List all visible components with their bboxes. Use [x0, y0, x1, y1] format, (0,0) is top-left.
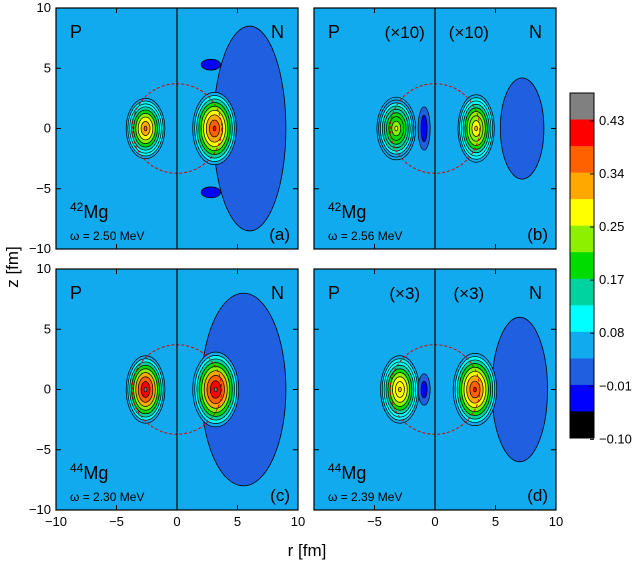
panel-b: P N (×10) (×10) 42Mg ω = 2.56 MeV (b)	[313, 7, 557, 250]
panel-tag: (a)	[269, 225, 290, 244]
y-axis-title: z [fm]	[3, 246, 22, 288]
proton-scale-factor: (×3)	[389, 284, 420, 303]
colorbar-segment	[570, 252, 594, 280]
neutron-scale-factor: (×3)	[454, 284, 485, 303]
panel-c: P N 44Mg ω = 2.30 MeV (c)	[55, 268, 299, 511]
proton-contour	[394, 125, 399, 132]
x-axis-title: r [fm]	[288, 541, 327, 560]
panel-tag: (d)	[527, 486, 548, 505]
y-tick-label: −10	[29, 502, 51, 517]
nucleus-label: 42Mg	[70, 200, 108, 222]
x-tick-label: 10	[549, 514, 563, 529]
panel-tag: (c)	[270, 486, 290, 505]
colorbar-label: 0.43	[599, 113, 624, 128]
neutron-contour	[212, 125, 217, 132]
negative-lobe	[200, 186, 221, 199]
proton-label: P	[328, 22, 340, 42]
proton-contour	[143, 125, 148, 132]
colorbar-label: 0.17	[599, 272, 624, 287]
colorbar-label: −0.01	[599, 378, 632, 393]
colorbar-segment	[570, 331, 594, 359]
colorbar-segment	[570, 384, 594, 412]
proton-contour	[143, 386, 148, 393]
negative-lobe	[200, 58, 221, 71]
y-tick-label: −10	[29, 241, 51, 256]
colorbar-segment	[570, 172, 594, 200]
colorbar-segment	[570, 93, 594, 121]
neutron-label: N	[271, 283, 284, 303]
colorbar-label: 0.25	[599, 219, 624, 234]
x-tick-label: −10	[45, 514, 67, 529]
proton-contour	[398, 386, 402, 393]
y-tick-label: 10	[37, 0, 51, 15]
colorbar-segment	[570, 411, 594, 439]
x-tick-label: −5	[109, 514, 124, 529]
colorbar-segment	[570, 358, 594, 386]
y-tick-label: 5	[44, 321, 51, 336]
y-tick-label: 10	[37, 261, 51, 276]
colorbar-label: 0.34	[599, 166, 624, 181]
colorbar-frame	[569, 92, 595, 439]
neutron-halo	[491, 316, 548, 463]
neutron-contour	[473, 386, 477, 393]
x-tick-label: 0	[173, 514, 180, 529]
negative-core	[420, 114, 428, 143]
x-tick-label: −5	[367, 514, 382, 529]
nucleus-label: 44Mg	[70, 461, 108, 483]
y-tick-label: 5	[44, 60, 51, 75]
colorbar-label: 0.08	[599, 325, 624, 340]
frequency-label: ω = 2.50 MeV	[70, 229, 144, 243]
frequency-label: ω = 2.39 MeV	[328, 490, 402, 504]
colorbar-segment	[570, 225, 594, 253]
y-tick-label: −5	[36, 181, 51, 196]
panel-tag: (b)	[527, 225, 548, 244]
proton-scale-factor: (×10)	[385, 23, 425, 42]
proton-label: P	[70, 22, 82, 42]
neutron-label: N	[529, 22, 542, 42]
colorbar-segment	[570, 199, 594, 227]
neutron-contour	[213, 386, 218, 393]
neutron-scale-factor: (×10)	[449, 23, 489, 42]
panels: P N 42Mg ω = 2.50 MeV (a) P N (×10) (×10) 42Mg ω =…	[55, 7, 557, 511]
neutron-contour	[474, 125, 478, 132]
frequency-label: ω = 2.30 MeV	[70, 490, 144, 504]
colorbar-segment	[570, 305, 594, 333]
colorbar-segment	[570, 278, 594, 306]
negative-core	[420, 380, 428, 399]
neutron-halo	[499, 77, 545, 180]
colorbar-label: −0.10	[599, 431, 632, 446]
frequency-label: ω = 2.56 MeV	[328, 229, 402, 243]
colorbar: 0.43 0.34 0.25 0.17 0.08 −0.01 −0.10	[569, 92, 632, 446]
nucleus-label: 44Mg	[328, 461, 366, 483]
panel-d: P N (×3) (×3) 44Mg ω = 2.39 MeV (d)	[313, 268, 557, 511]
neutron-label: N	[271, 22, 284, 42]
colorbar-segment	[570, 146, 594, 174]
x-tick-label: 5	[234, 514, 241, 529]
proton-label: P	[328, 283, 340, 303]
nucleus-label: 42Mg	[328, 200, 366, 222]
y-tick-label: 0	[44, 121, 51, 136]
x-tick-label: 5	[492, 514, 499, 529]
x-tick-label: 10	[291, 514, 305, 529]
colorbar-segment	[570, 119, 594, 147]
y-tick-label: −5	[36, 442, 51, 457]
panel-a: P N 42Mg ω = 2.50 MeV (a)	[55, 7, 299, 250]
proton-label: P	[70, 283, 82, 303]
x-tick-label: 0	[431, 514, 438, 529]
neutron-label: N	[529, 283, 542, 303]
y-tick-label: 0	[44, 382, 51, 397]
